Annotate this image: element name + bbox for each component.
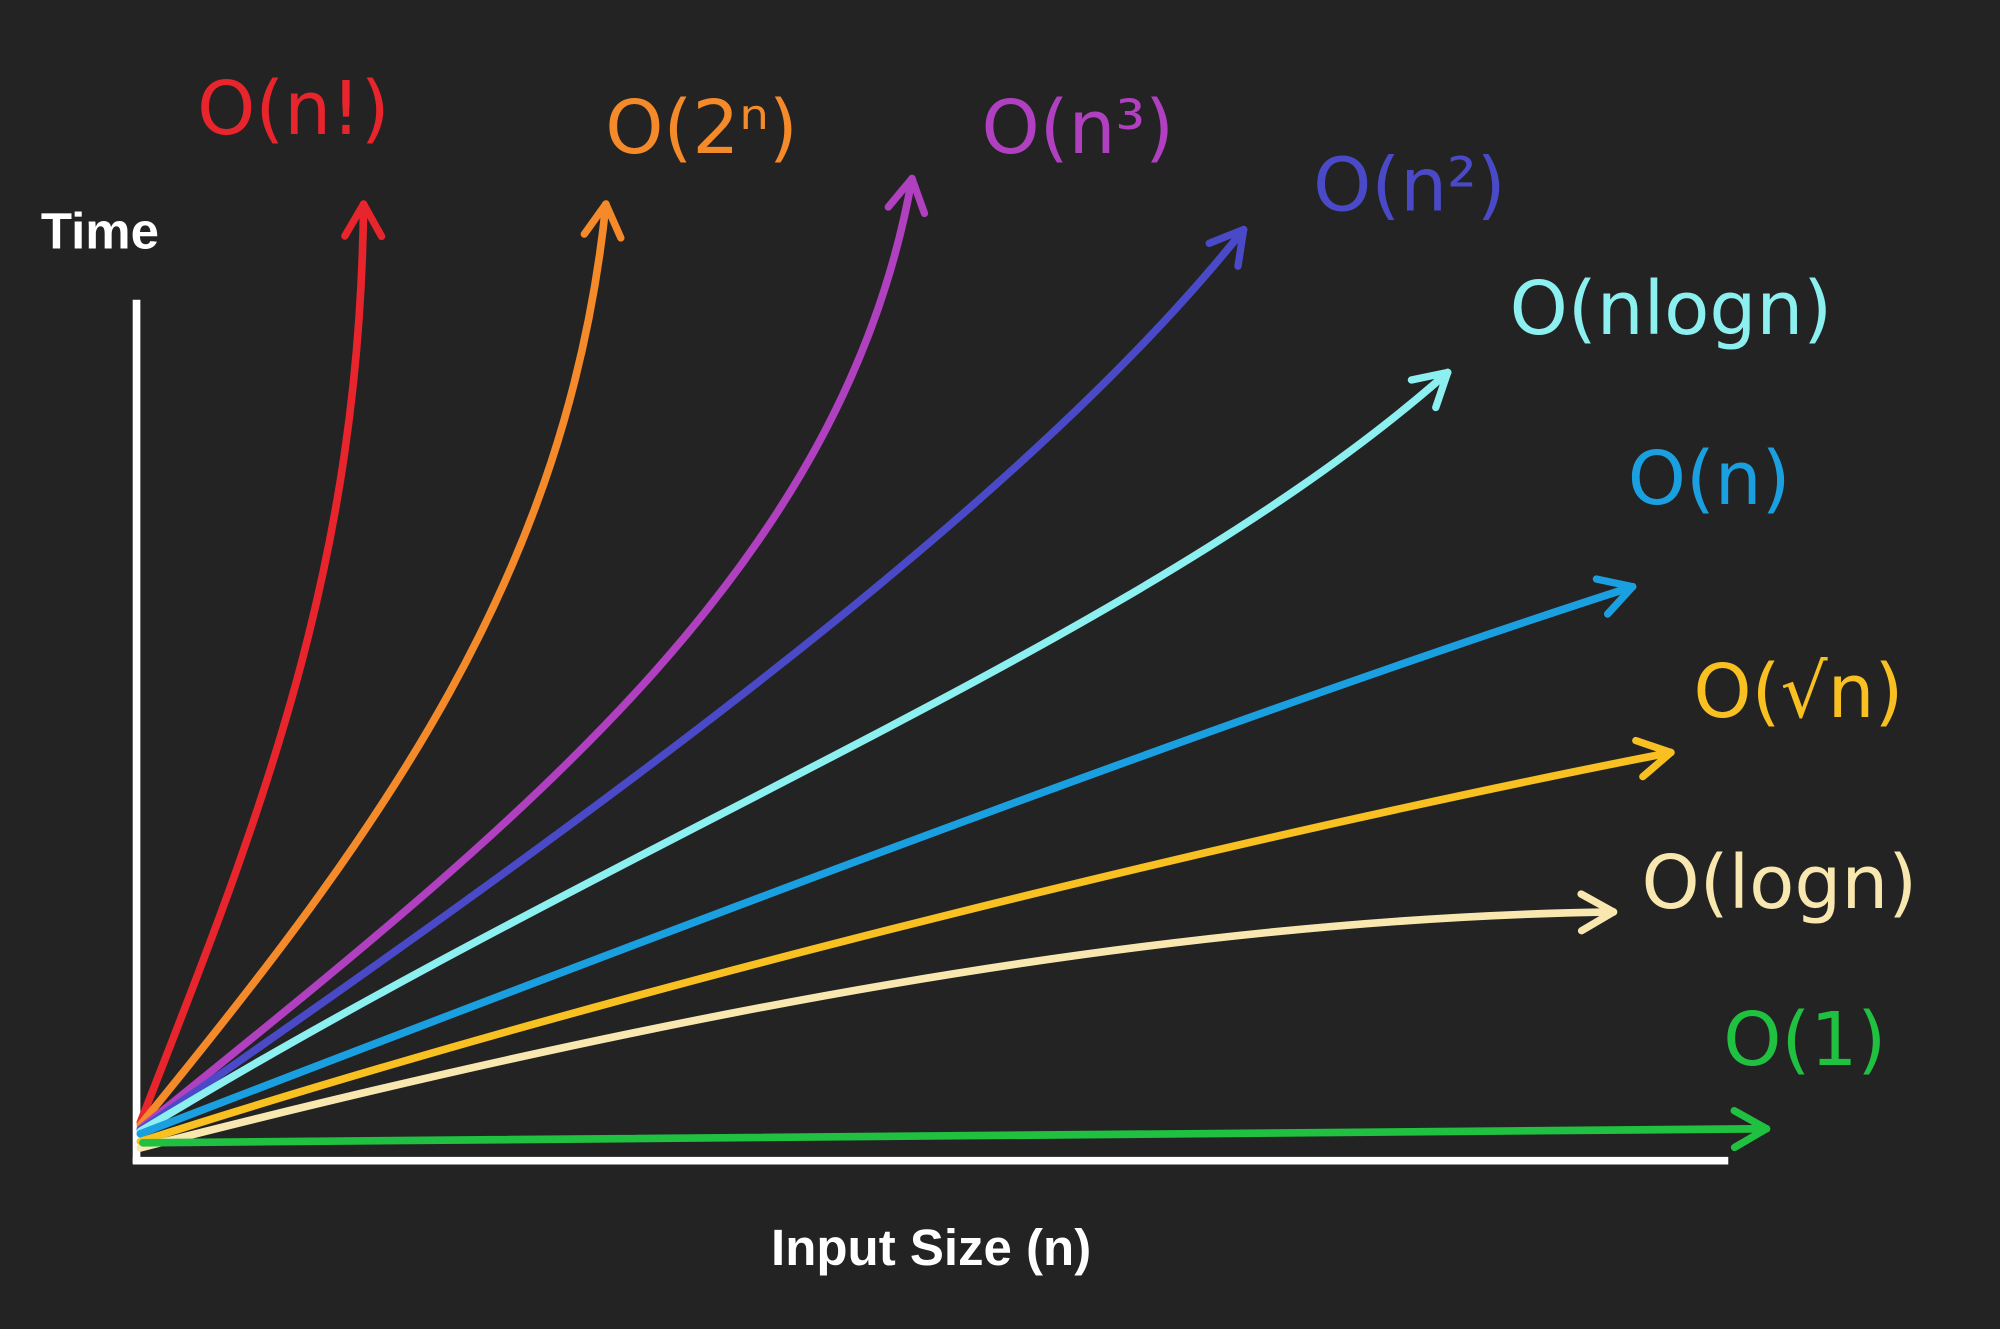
- curve-label: O(1): [1723, 997, 1886, 1083]
- curve-label: O(n): [1628, 436, 1791, 522]
- curve: [136, 225, 1248, 1134]
- curve-label: O(√n): [1693, 649, 1903, 735]
- x-axis-label: Input Size (n): [771, 1219, 1091, 1276]
- curve: [136, 200, 386, 1127]
- curve-label: O(n³): [982, 85, 1174, 171]
- curve: [139, 1106, 1771, 1152]
- y-axis-label: Time: [41, 203, 159, 260]
- curve-label: O(2ⁿ): [605, 85, 797, 171]
- curve-label: O(logn): [1641, 840, 1917, 926]
- curve: [136, 368, 1452, 1136]
- curve-label: O(n²): [1313, 142, 1505, 228]
- curve-label: O(nlogn): [1510, 266, 1832, 352]
- curve-label: O(n!): [197, 66, 389, 152]
- curves: O(n!) O(2ⁿ) O(n³) O(n²)O(nlogn) O(n) O(√n) O(l…: [136, 66, 1917, 1152]
- curve: [136, 736, 1675, 1146]
- curve: [136, 575, 1637, 1138]
- curve: [136, 890, 1618, 1152]
- curve: [136, 200, 625, 1129]
- curve: [136, 174, 929, 1133]
